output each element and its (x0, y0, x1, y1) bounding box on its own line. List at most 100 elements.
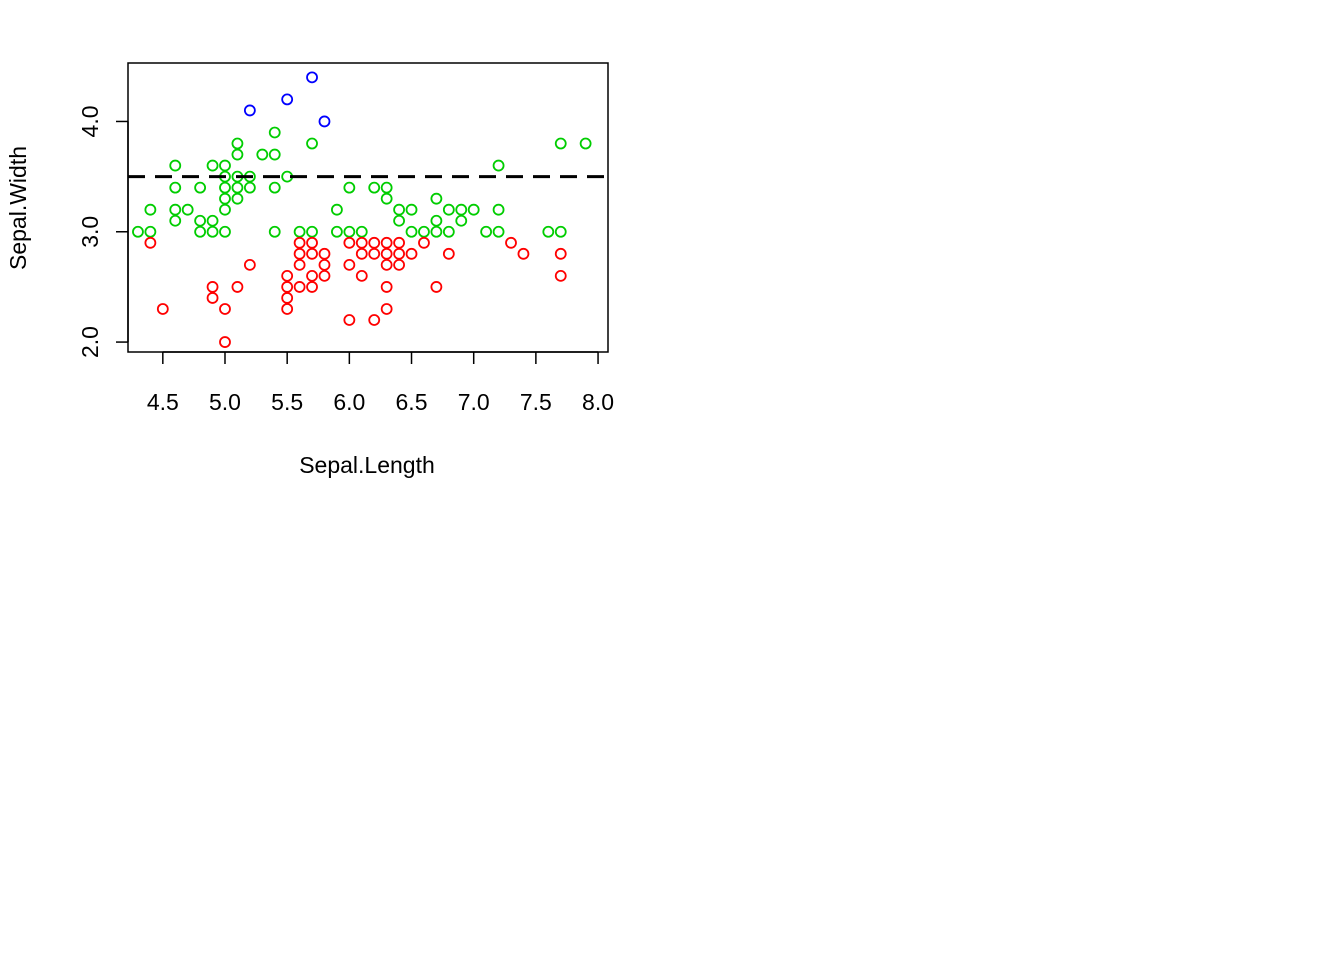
data-point-green (492, 203, 505, 216)
x-axis-title: Sepal.Length (299, 452, 435, 478)
data-point-red (405, 247, 418, 260)
data-point-green (306, 225, 318, 238)
data-point-blue (281, 93, 294, 106)
x-tick-label: 7.0 (458, 389, 490, 415)
data-point-green (343, 225, 356, 238)
data-point-red (393, 236, 405, 249)
data-point-red (219, 336, 231, 348)
data-point-green (206, 214, 219, 227)
data-point-red (442, 247, 455, 260)
data-point-green (231, 181, 244, 194)
x-tick-label: 6.5 (396, 389, 428, 415)
data-point-green (132, 225, 144, 238)
data-point-red (293, 247, 306, 260)
data-point-red (293, 258, 306, 271)
data-point-green (492, 159, 505, 172)
data-point-red (306, 247, 318, 260)
data-point-red (355, 236, 368, 249)
data-point-green (219, 203, 231, 216)
data-point-green (256, 148, 269, 161)
data-point-red (156, 303, 169, 315)
data-point-red (517, 247, 530, 260)
data-point-red (219, 303, 231, 315)
y-tick-label: 3.0 (77, 216, 103, 248)
data-point-red (318, 247, 331, 260)
data-point-green (194, 225, 207, 238)
data-point-red (380, 281, 393, 293)
data-point-green (306, 137, 318, 150)
data-point-red (281, 269, 294, 282)
data-point-green (418, 225, 430, 238)
data-point-green (430, 214, 443, 227)
data-point-green (405, 225, 418, 238)
data-point-green (206, 225, 219, 238)
data-point-green (293, 225, 306, 238)
data-point-green (219, 192, 231, 205)
data-point-red (293, 236, 306, 249)
data-point-red (368, 236, 381, 249)
data-point-green (492, 225, 505, 238)
data-point-green (219, 181, 231, 194)
data-point-red (505, 236, 517, 249)
data-point-green (467, 203, 480, 216)
data-point-green (343, 181, 356, 194)
data-point-red (293, 281, 306, 293)
data-point-red (380, 258, 393, 271)
x-tick-label: 5.5 (271, 389, 303, 415)
data-point-green (181, 203, 194, 216)
data-point-green (144, 203, 157, 216)
data-point-red (281, 292, 294, 304)
data-point-green (480, 225, 493, 238)
y-tick-label: 2.0 (77, 326, 103, 358)
x-axis: 4.5 5.0 5.5 6.0 6.5 7.0 7.5 8.0 (147, 351, 614, 415)
data-point-green (430, 192, 443, 205)
data-point-red (144, 236, 157, 249)
data-point-red (418, 236, 430, 249)
data-point-red (355, 247, 368, 260)
data-point-red (281, 281, 294, 293)
data-point-red (343, 258, 356, 271)
data-point-green (430, 225, 443, 238)
data-point-red (380, 303, 393, 315)
data-point-green (219, 225, 231, 238)
y-axis: 2.0 3.0 4.0 (77, 105, 129, 358)
y-axis-title: Sepal.Width (5, 146, 31, 270)
x-tick-label: 8.0 (582, 389, 614, 415)
data-point-green (331, 203, 343, 216)
data-point-green (219, 159, 231, 172)
data-point-red (368, 314, 381, 326)
data-point-red (430, 281, 443, 293)
data-point-red (318, 258, 331, 271)
data-point-blue (306, 71, 318, 84)
data-point-red (355, 269, 368, 282)
data-point-blue (243, 104, 256, 117)
data-point-green (231, 148, 244, 161)
data-point-green (455, 214, 468, 227)
x-tick-label: 5.0 (209, 389, 241, 415)
data-point-green (355, 225, 368, 238)
data-point-green (169, 203, 182, 216)
data-point-red (554, 269, 567, 282)
data-point-green (393, 203, 405, 216)
data-point-green (194, 214, 207, 227)
data-point-red (380, 236, 393, 249)
data-point-red (393, 247, 405, 260)
data-point-green (268, 148, 281, 161)
data-point-green (442, 203, 455, 216)
data-point-red (231, 281, 244, 293)
x-tick-label: 6.0 (333, 389, 365, 415)
data-point-green (380, 192, 393, 205)
data-point-blue (318, 115, 331, 128)
y-tick-label: 4.0 (77, 105, 103, 137)
data-point-red (306, 269, 318, 282)
data-point-green (169, 181, 182, 194)
data-point-red (318, 269, 331, 282)
x-tick-label: 7.5 (520, 389, 552, 415)
data-point-red (306, 281, 318, 293)
data-point-red (206, 292, 219, 304)
data-point-green (405, 203, 418, 216)
data-point-green (542, 225, 555, 238)
data-point-red (368, 247, 381, 260)
